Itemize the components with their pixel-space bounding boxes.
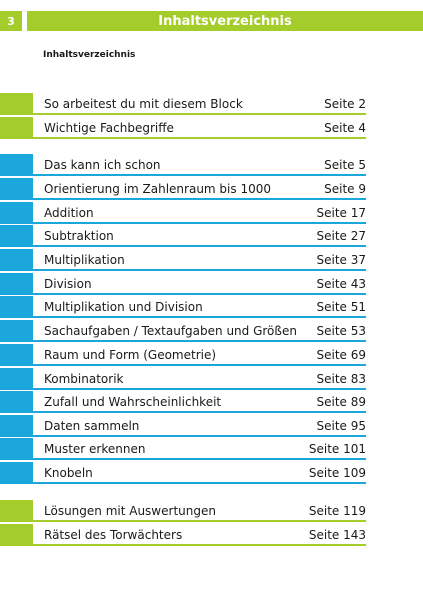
toc-entry-page: Seite 37 bbox=[316, 253, 366, 267]
toc-entry-label: Multiplikation bbox=[44, 253, 125, 267]
toc-entry[interactable]: Multiplikation und Division Seite 51 bbox=[0, 296, 366, 318]
toc-entry-page: Seite 5 bbox=[324, 158, 366, 172]
toc-entry[interactable]: Subtraktion Seite 27 bbox=[0, 225, 366, 247]
toc-color-marker bbox=[0, 438, 33, 460]
toc-entry-label: Addition bbox=[44, 206, 94, 220]
toc-entry-page: Seite 17 bbox=[316, 206, 366, 220]
toc-entry-page: Seite 53 bbox=[316, 324, 366, 338]
toc-color-marker bbox=[0, 249, 33, 271]
toc-color-marker bbox=[0, 202, 33, 224]
toc-underline bbox=[33, 269, 366, 271]
toc-color-marker bbox=[0, 296, 33, 318]
toc-entry-page: Seite 4 bbox=[324, 121, 366, 135]
toc-entry[interactable]: Kombinatorik Seite 83 bbox=[0, 368, 366, 390]
toc-underline bbox=[33, 388, 366, 390]
toc-entry-label: Zufall und Wahrscheinlichkeit bbox=[44, 395, 222, 409]
toc-entry[interactable]: Multiplikation Seite 37 bbox=[0, 249, 366, 271]
toc-underline bbox=[33, 198, 366, 200]
toc-color-marker bbox=[0, 273, 33, 295]
page-number: 3 bbox=[0, 11, 22, 31]
toc-color-marker bbox=[0, 320, 33, 342]
toc-entry-label: Muster erkennen bbox=[44, 442, 146, 456]
toc-heading: Inhaltsverzeichnis bbox=[43, 50, 136, 60]
toc-color-marker bbox=[0, 500, 33, 522]
toc-entry-label: So arbeitest du mit diesem Block bbox=[44, 97, 243, 111]
toc-entry[interactable]: So arbeitest du mit diesem Block Seite 2 bbox=[0, 93, 366, 115]
toc-entry-label: Subtraktion bbox=[44, 229, 114, 243]
toc-entry[interactable]: Rätsel des Torwächters Seite 143 bbox=[0, 524, 366, 546]
toc-entry-label: Sachaufgaben / Textaufgaben und Größen bbox=[44, 324, 297, 338]
toc-entry-page: Seite 119 bbox=[308, 504, 366, 518]
toc-entry-label: Orientierung im Zahlenraum bis 1000 bbox=[44, 182, 271, 196]
toc-entry[interactable]: Lösungen mit Auswertungen Seite 119 bbox=[0, 500, 366, 522]
toc-color-marker bbox=[0, 462, 33, 484]
toc-entry[interactable]: Das kann ich schon Seite 5 bbox=[0, 154, 366, 176]
toc-underline bbox=[33, 458, 366, 460]
toc-underline bbox=[33, 435, 366, 437]
toc-underline bbox=[33, 222, 366, 224]
toc-entry-page: Seite 89 bbox=[316, 395, 366, 409]
toc-entry-page: Seite 27 bbox=[316, 229, 366, 243]
toc-entry-page: Seite 95 bbox=[316, 419, 366, 433]
toc-color-marker bbox=[0, 368, 33, 390]
toc-entry-page: Seite 109 bbox=[308, 466, 366, 480]
toc-entry-page: Seite 83 bbox=[316, 372, 366, 386]
toc-underline bbox=[33, 316, 366, 318]
toc-entry[interactable]: Knobeln Seite 109 bbox=[0, 462, 366, 484]
header-title: Inhaltsverzeichnis bbox=[27, 11, 423, 31]
toc-color-marker bbox=[0, 117, 33, 139]
toc-entry[interactable]: Zufall und Wahrscheinlichkeit Seite 89 bbox=[0, 391, 366, 413]
toc-entry-page: Seite 2 bbox=[324, 97, 366, 111]
toc-entry-label: Wichtige Fachbegriffe bbox=[44, 121, 174, 135]
toc-entry[interactable]: Wichtige Fachbegriffe Seite 4 bbox=[0, 117, 366, 139]
toc-entry-label: Rätsel des Torwächters bbox=[44, 528, 183, 542]
toc-entry-label: Multiplikation und Division bbox=[44, 300, 203, 314]
toc-underline bbox=[33, 293, 366, 295]
toc-entry-page: Seite 43 bbox=[316, 277, 366, 291]
page-header: 3 Inhaltsverzeichnis bbox=[0, 11, 423, 31]
toc-entry[interactable]: Daten sammeln Seite 95 bbox=[0, 415, 366, 437]
toc-entry-label: Kombinatorik bbox=[44, 372, 124, 386]
toc-entry-page: Seite 143 bbox=[308, 528, 366, 542]
toc-entry-label: Das kann ich schon bbox=[44, 158, 161, 172]
toc-entry[interactable]: Addition Seite 17 bbox=[0, 202, 366, 224]
toc-underline bbox=[33, 245, 366, 247]
toc-underline bbox=[33, 174, 366, 176]
toc-entry-label: Raum und Form (Geometrie) bbox=[44, 348, 217, 362]
toc-color-marker bbox=[0, 178, 33, 200]
toc-entry-page: Seite 101 bbox=[308, 442, 366, 456]
toc-color-marker bbox=[0, 391, 33, 413]
toc-color-marker bbox=[0, 415, 33, 437]
toc-underline bbox=[33, 520, 366, 522]
toc-entry-page: Seite 51 bbox=[316, 300, 366, 314]
toc-entry-label: Knobeln bbox=[44, 466, 93, 480]
toc-entry[interactable]: Raum und Form (Geometrie) Seite 69 bbox=[0, 344, 366, 366]
toc-color-marker bbox=[0, 524, 33, 546]
toc-entry-label: Lösungen mit Auswertungen bbox=[44, 504, 216, 518]
toc-color-marker bbox=[0, 344, 33, 366]
toc-underline bbox=[33, 411, 366, 413]
toc-entry-label: Division bbox=[44, 277, 92, 291]
toc-entry[interactable]: Sachaufgaben / Textaufgaben und Größen S… bbox=[0, 320, 366, 342]
toc-underline bbox=[33, 364, 366, 366]
toc-entry[interactable]: Orientierung im Zahlenraum bis 1000 Seit… bbox=[0, 178, 366, 200]
toc-underline bbox=[33, 113, 366, 115]
toc-underline bbox=[33, 544, 366, 546]
toc-color-marker bbox=[0, 154, 33, 176]
toc-entry-page: Seite 9 bbox=[324, 182, 366, 196]
toc-entry-label: Daten sammeln bbox=[44, 419, 140, 433]
toc-underline bbox=[33, 482, 366, 484]
toc-entry-page: Seite 69 bbox=[316, 348, 366, 362]
toc-color-marker bbox=[0, 93, 33, 115]
toc-color-marker bbox=[0, 225, 33, 247]
toc-underline bbox=[33, 137, 366, 139]
toc-underline bbox=[33, 340, 366, 342]
toc-entry[interactable]: Division Seite 43 bbox=[0, 273, 366, 295]
toc-entry[interactable]: Muster erkennen Seite 101 bbox=[0, 438, 366, 460]
